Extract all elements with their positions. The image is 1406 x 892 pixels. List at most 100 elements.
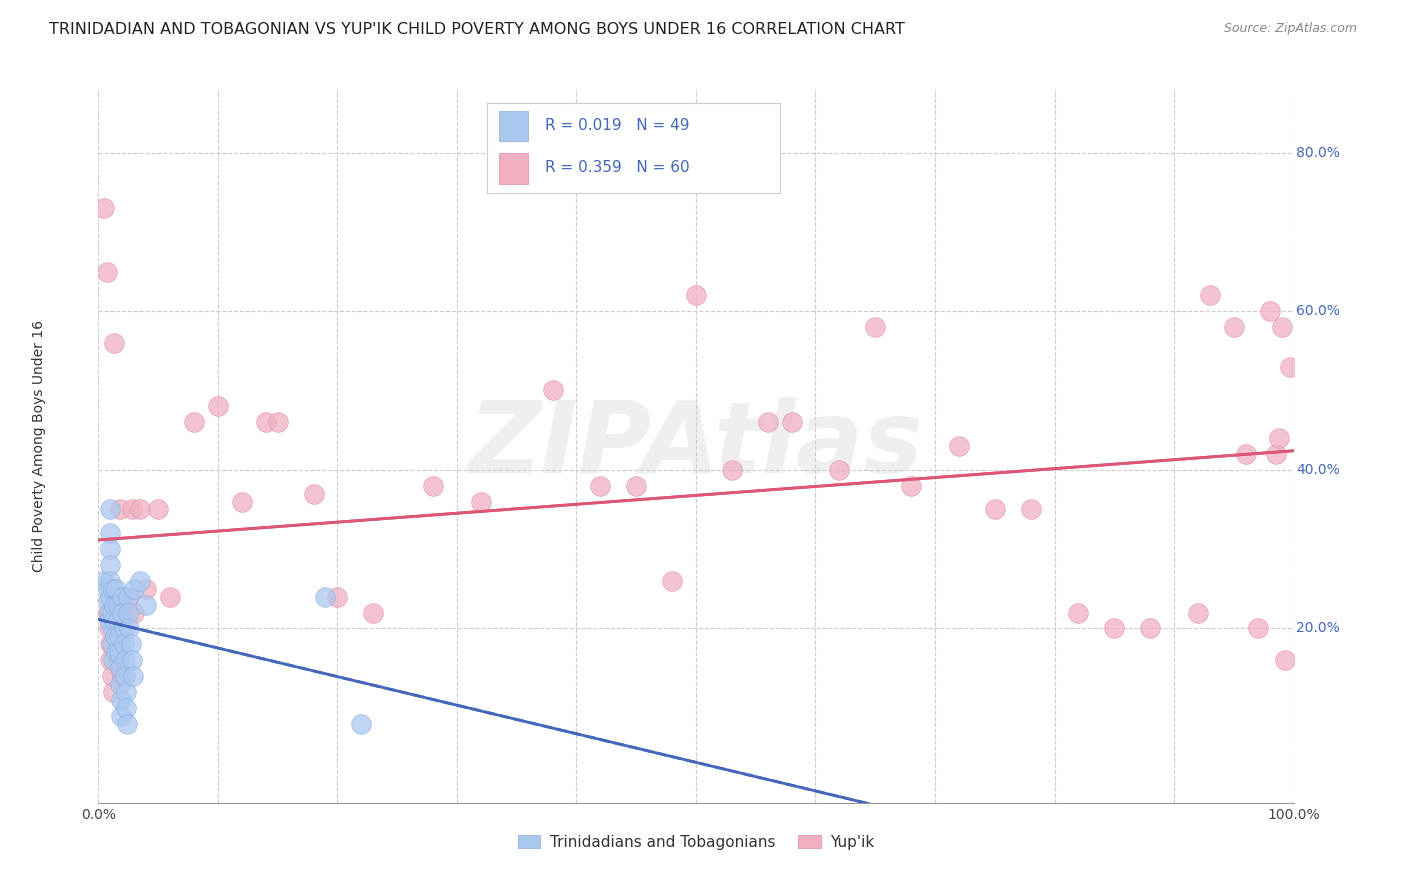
Point xyxy=(100,637,122,651)
Point xyxy=(93,574,115,588)
Point xyxy=(105,645,128,659)
Point xyxy=(100,621,122,635)
Point xyxy=(111,590,134,604)
Point xyxy=(589,478,612,492)
Point xyxy=(103,614,125,628)
Point xyxy=(97,606,120,620)
Point xyxy=(124,606,146,620)
Point xyxy=(104,629,127,643)
Point xyxy=(1268,431,1291,445)
Point xyxy=(120,637,142,651)
Point xyxy=(105,637,128,651)
Point xyxy=(1019,502,1042,516)
Point xyxy=(1234,447,1257,461)
Point xyxy=(101,685,124,699)
Point xyxy=(900,478,922,492)
Text: 20.0%: 20.0% xyxy=(1296,622,1340,635)
Point xyxy=(1278,359,1301,374)
Point xyxy=(108,677,131,691)
Point xyxy=(159,590,181,604)
Point xyxy=(105,582,128,596)
Point xyxy=(112,637,135,651)
Point xyxy=(1223,320,1246,334)
Point xyxy=(685,288,707,302)
Point xyxy=(98,542,122,557)
Point xyxy=(103,335,125,350)
Point xyxy=(1274,653,1296,667)
Point xyxy=(114,653,136,667)
Point xyxy=(93,201,115,215)
Point xyxy=(98,606,121,620)
Point xyxy=(96,264,118,278)
Point xyxy=(110,708,132,723)
Point xyxy=(117,606,139,620)
Point xyxy=(98,574,122,588)
Point xyxy=(756,415,779,429)
Point xyxy=(121,653,143,667)
Point xyxy=(363,606,385,620)
Point xyxy=(129,502,152,516)
Point xyxy=(98,653,122,667)
Text: Source: ZipAtlas.com: Source: ZipAtlas.com xyxy=(1223,22,1357,36)
Point xyxy=(984,502,1007,516)
Point xyxy=(207,400,229,414)
Point xyxy=(828,463,851,477)
Point xyxy=(1271,320,1294,334)
Point xyxy=(115,685,138,699)
Point xyxy=(315,590,337,604)
Text: Child Poverty Among Boys Under 16: Child Poverty Among Boys Under 16 xyxy=(32,320,45,572)
Point xyxy=(254,415,277,429)
Text: 80.0%: 80.0% xyxy=(1296,145,1340,160)
Point xyxy=(1139,621,1161,635)
Point xyxy=(98,502,122,516)
Point xyxy=(115,700,138,714)
Point xyxy=(350,716,373,731)
Point xyxy=(135,582,157,596)
Point xyxy=(470,494,492,508)
Point xyxy=(98,637,122,651)
Point xyxy=(103,598,125,612)
Point xyxy=(1264,447,1286,461)
Point xyxy=(865,320,887,334)
Point xyxy=(111,669,134,683)
Point xyxy=(112,621,135,635)
Text: ZIPAtlas: ZIPAtlas xyxy=(468,398,924,494)
Text: TRINIDADIAN AND TOBAGONIAN VS YUP'IK CHILD POVERTY AMONG BOYS UNDER 16 CORRELATI: TRINIDADIAN AND TOBAGONIAN VS YUP'IK CHI… xyxy=(49,22,905,37)
Point xyxy=(129,574,152,588)
Point xyxy=(111,606,134,620)
Point xyxy=(1104,621,1126,635)
Legend: Trinidadians and Tobagonians, Yup'ik: Trinidadians and Tobagonians, Yup'ik xyxy=(512,829,880,855)
Point xyxy=(626,478,648,492)
Point xyxy=(326,590,349,604)
Point xyxy=(1067,606,1090,620)
Point xyxy=(148,502,170,516)
Point xyxy=(98,621,121,635)
Point xyxy=(107,645,129,659)
Point xyxy=(541,384,564,398)
Point xyxy=(183,415,205,429)
Point xyxy=(101,653,124,667)
Point xyxy=(117,590,139,604)
Point xyxy=(108,661,131,675)
Point xyxy=(98,614,121,628)
Point xyxy=(124,582,146,596)
Point xyxy=(118,621,141,635)
Point xyxy=(115,716,138,731)
Point xyxy=(98,590,122,604)
Point xyxy=(121,502,143,516)
Point xyxy=(114,669,136,683)
Point xyxy=(97,593,120,607)
Point xyxy=(114,606,136,620)
Point xyxy=(1199,288,1222,302)
Point xyxy=(100,606,122,620)
Point xyxy=(117,590,139,604)
Point xyxy=(107,614,129,628)
Point xyxy=(107,629,129,643)
Point xyxy=(1258,304,1281,318)
Point xyxy=(100,669,122,683)
Point xyxy=(231,494,253,508)
Point xyxy=(98,526,122,541)
Point xyxy=(721,463,744,477)
Point xyxy=(97,582,120,596)
Point xyxy=(661,574,683,588)
